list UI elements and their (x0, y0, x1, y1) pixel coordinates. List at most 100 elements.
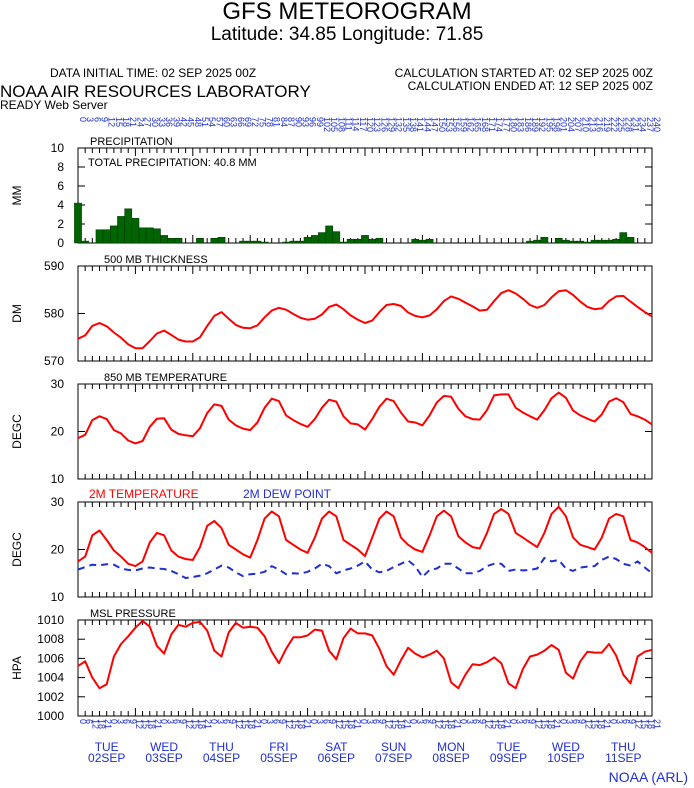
day-date-label: 09SEP (490, 751, 527, 765)
top-hour-label: 123 (372, 117, 382, 132)
bottom-hour-label: 18 (346, 719, 356, 729)
bottom-hour-label: 12 (184, 719, 194, 729)
top-hour-label: 81 (272, 117, 282, 127)
top-hour-label: 72 (250, 117, 260, 127)
top-hour-label: 195 (544, 117, 554, 132)
bottom-hour-label: 21 (153, 719, 163, 729)
bottom-hour-label: 15 (490, 719, 500, 729)
top-hour-label: 240 (652, 117, 662, 132)
top-hour-label: 99 (315, 117, 325, 127)
server-name: READY Web Server (0, 98, 108, 112)
top-hour-label: 39 (171, 117, 181, 127)
bottom-hour-label: 3 (365, 719, 375, 724)
bottom-hour-label: 21 (652, 719, 662, 729)
top-hour-label: 129 (387, 117, 397, 132)
top-hour-label: 165 (473, 117, 483, 132)
bottom-hour-label: 6 (571, 719, 581, 724)
y-axis-label: DM (10, 304, 24, 323)
top-hour-label: 234 (638, 117, 648, 132)
series-line-1 (77, 391, 653, 445)
top-hour-label: 36 (164, 117, 174, 127)
bottom-hour-label: 6 (222, 719, 232, 724)
y-tick-label: 30 (51, 377, 65, 391)
y-tick-label: 1008 (37, 632, 64, 646)
top-hour-label: 117 (358, 117, 368, 131)
day-date-label: 06SEP (318, 751, 355, 765)
y-tick-label: 1000 (37, 709, 64, 723)
y-tick-label: 1006 (37, 651, 64, 665)
top-hour-label: 3 (85, 117, 95, 122)
y-axis-label: DEGC (10, 532, 24, 567)
top-hour-label: 192 (537, 117, 547, 132)
day-of-week-label: SUN (381, 740, 406, 754)
bottom-hour-label: 12 (284, 719, 294, 729)
bottom-hour-label: 6 (84, 719, 94, 724)
precip-bar (110, 225, 118, 244)
top-hour-label: 162 (465, 117, 475, 132)
top-hour-label: 15 (114, 117, 124, 127)
y-tick-label: 590 (44, 259, 64, 273)
top-hour-label: 159 (458, 117, 468, 132)
top-hour-label: 54 (207, 117, 217, 127)
y-tick-label: 570 (44, 354, 64, 368)
bottom-hour-label: 9 (128, 719, 138, 724)
precip-bar (153, 228, 161, 244)
day-of-week-label: TUE (95, 740, 119, 754)
top-hour-label: 147 (430, 117, 440, 132)
bottom-hour-label: 6 (122, 719, 132, 724)
top-hour-label: 12 (107, 117, 117, 127)
bottom-hour-label: 3 (515, 719, 525, 724)
precip-bar (619, 232, 628, 244)
precip-bar (160, 235, 168, 244)
top-hour-label: 213 (587, 117, 597, 132)
top-hour-label: 132 (394, 117, 404, 132)
legend-label: 2M DEW POINT (243, 487, 332, 501)
bottom-hour-label: 3 (565, 719, 575, 724)
top-hour-label: 45 (186, 117, 196, 127)
bottom-hour-label: 21 (502, 719, 512, 729)
precip-bar (74, 202, 82, 244)
panel-5: 1000 1002 1004 1006 1008 1010 HPA MSL PRESSURE (10, 608, 653, 723)
bottom-hour-label: 18 (296, 719, 306, 729)
precip-bar (626, 237, 635, 244)
precip-bar (246, 240, 255, 244)
bottom-hour-label: 21 (552, 719, 562, 729)
top-hour-label: 9 (100, 117, 110, 122)
y-tick-label: 20 (51, 543, 65, 557)
bottom-hour-label: 18 (147, 719, 157, 729)
top-hour-label: 174 (494, 117, 504, 132)
precip-bar (124, 208, 133, 244)
top-hour-label: 66 (236, 117, 246, 127)
y-tick-label: 10 (51, 590, 65, 604)
top-hour-label: 24 (135, 117, 145, 127)
top-hour-label: 63 (229, 117, 239, 127)
bottom-hour-label: 3 (165, 719, 175, 724)
y-tick-label: 580 (44, 307, 64, 321)
init-time: DATA INITIAL TIME: 02 SEP 2025 00Z (50, 66, 257, 80)
precip-bar (562, 239, 570, 244)
precip-total-annotation: TOTAL PRECIPITATION: 40.8 MM (88, 157, 257, 169)
bottom-hour-label: 6 (521, 719, 531, 724)
bottom-hour-label: 12 (484, 719, 494, 729)
top-hour-label: 21 (128, 117, 138, 127)
bottom-hour-label: 15 (390, 719, 400, 729)
top-hour-label: 228 (623, 117, 633, 132)
bottom-hour-label: 18 (197, 719, 207, 729)
day-date-label: 03SEP (145, 751, 182, 765)
bottom-hour-label: 18 (246, 719, 256, 729)
top-hour-label: 42 (178, 117, 188, 127)
y-tick-label: 1004 (37, 671, 64, 685)
y-axis-label: MM (10, 186, 24, 206)
bottom-hour-label: 0 (359, 719, 369, 724)
top-hour-label: 78 (265, 117, 275, 127)
bottom-hour-label: 6 (271, 719, 281, 724)
bottom-hour-label: 0 (309, 719, 319, 724)
day-of-week-label: THU (209, 740, 234, 754)
precip-bar (375, 238, 384, 244)
series-line-1 (77, 620, 653, 690)
bottom-hour-label: 21 (452, 719, 462, 729)
bottom-hour-label: 6 (321, 719, 331, 724)
panel-3: 10 20 30 DEGC 850 MB TEMPERATURE (10, 372, 653, 486)
top-hour-label: 120 (365, 117, 375, 132)
